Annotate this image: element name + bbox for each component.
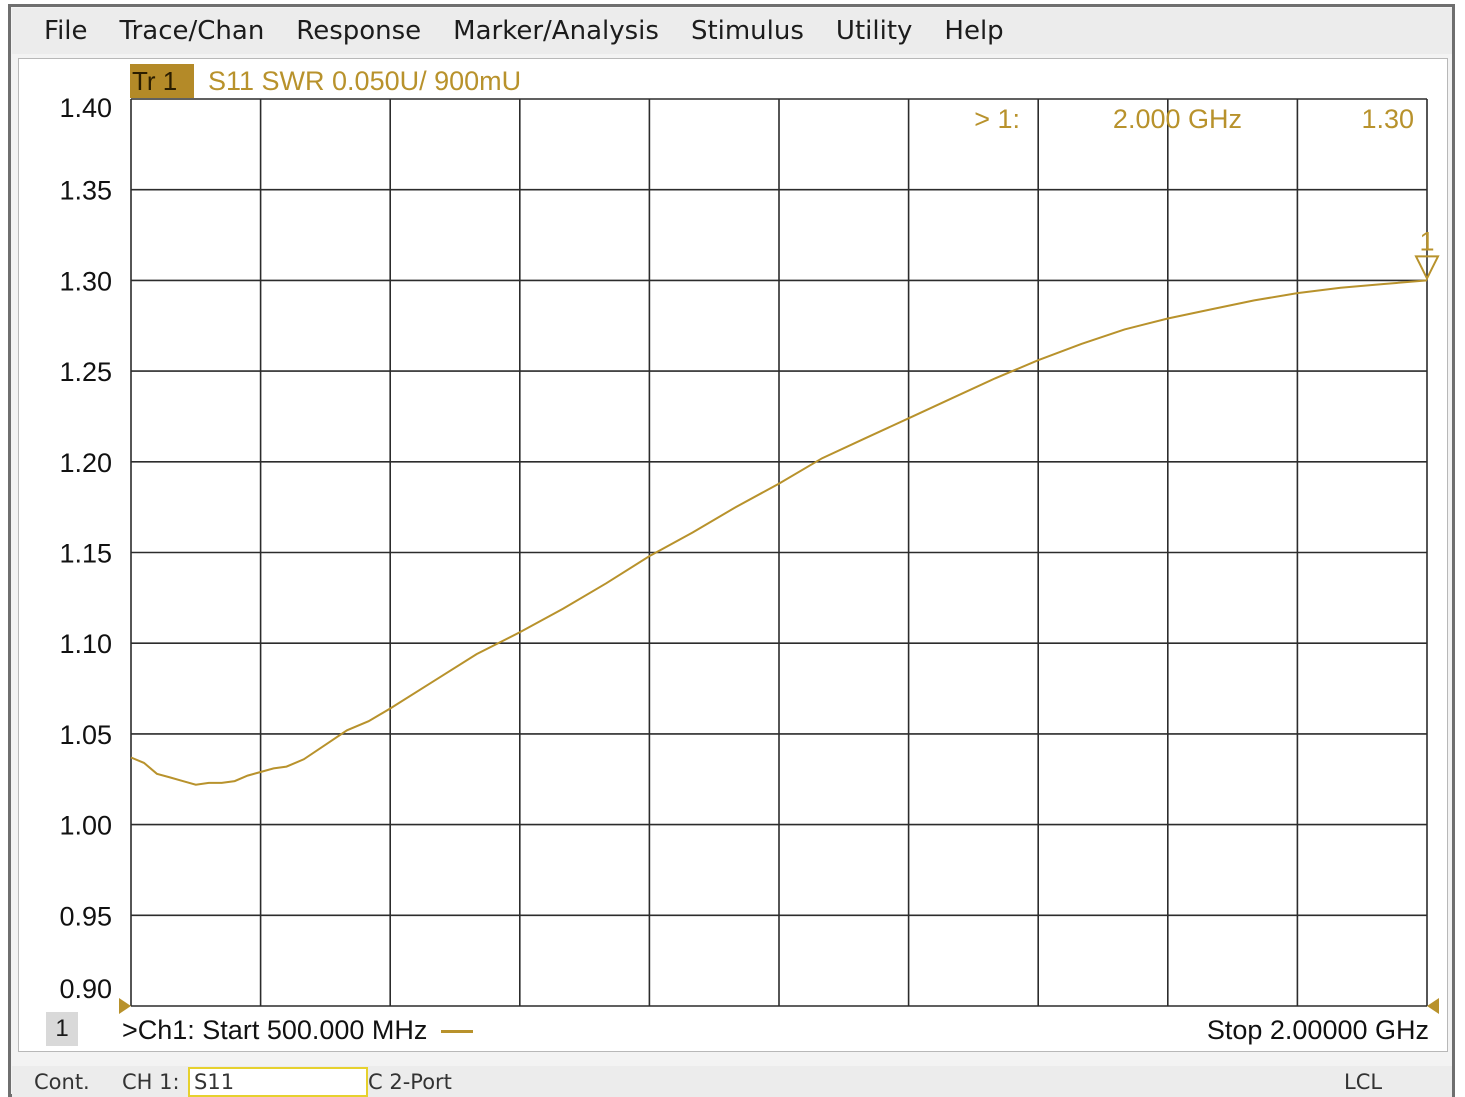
start-frequency[interactable]: >Ch1: Start 500.000 MHz [122, 1010, 474, 1050]
stop-arrow-icon [1427, 998, 1439, 1014]
y-tick-label: 1.05 [59, 720, 112, 750]
trace-legend-line [441, 1030, 474, 1034]
marker-number: 1 [1419, 226, 1434, 256]
start-arrow-icon [119, 998, 131, 1014]
measurement-parameter[interactable]: S11 [188, 1067, 368, 1097]
marker-readout-frequency: 2.000 GHz [1113, 104, 1242, 134]
channel-number-chip[interactable]: 1 [46, 1012, 78, 1046]
s11-swr-trace [130, 279, 1428, 786]
y-tick-label: 0.90 [59, 974, 112, 1004]
trace-info[interactable]: S11 SWR 0.050U/ 900mU [208, 66, 522, 96]
menu-bar: File Trace/Chan Response Marker/Analysis… [12, 8, 1452, 54]
y-axis-ticks: 1.40 1.35 1.30 1.25 1.20 1.15 1.10 1.05 1.00 0.95… [59, 93, 112, 1004]
marker-readout-value: 1.30 [1361, 104, 1414, 134]
measurement-panel [18, 58, 1448, 1052]
plot-grid [130, 98, 1428, 1007]
start-frequency-text: >Ch1: Start 500.000 MHz [122, 1015, 428, 1045]
y-tick-label: 1.25 [59, 357, 112, 387]
calibration-status[interactable]: C 2-Port [368, 1070, 452, 1094]
y-tick-label: 1.20 [59, 448, 112, 478]
channel-status: CH 1: [122, 1070, 180, 1094]
y-tick-label: 1.00 [59, 811, 112, 841]
menu-help[interactable]: Help [944, 16, 1004, 46]
y-tick-label: 1.10 [59, 629, 112, 659]
menu-marker-analysis[interactable]: Marker/Analysis [453, 16, 659, 46]
marker-triangle-icon[interactable] [1414, 255, 1440, 281]
marker-1[interactable]: 1 [1414, 226, 1440, 281]
menu-file[interactable]: File [44, 16, 88, 46]
y-tick-label: 1.30 [59, 266, 112, 296]
y-tick-label: 1.35 [59, 176, 112, 206]
menu-response[interactable]: Response [296, 16, 422, 46]
trace-tag[interactable]: Tr 1 [130, 64, 194, 98]
menu-utility[interactable]: Utility [835, 16, 913, 46]
y-tick-label: 0.95 [59, 901, 112, 931]
marker-readout-label: > 1: [974, 104, 1020, 134]
y-tick-label: 1.40 [59, 93, 112, 123]
y-tick-label: 1.15 [59, 539, 112, 569]
menu-trace-chan[interactable]: Trace/Chan [119, 16, 265, 46]
menu-stimulus[interactable]: Stimulus [690, 16, 804, 46]
stop-frequency[interactable]: Stop 2.00000 GHz [1206, 1015, 1429, 1045]
sweep-mode-status[interactable]: Cont. [34, 1070, 90, 1094]
status-bar: Cont. CH 1: S11 C 2-Port LCL [12, 1066, 1452, 1097]
remote-status: LCL [1344, 1070, 1383, 1094]
